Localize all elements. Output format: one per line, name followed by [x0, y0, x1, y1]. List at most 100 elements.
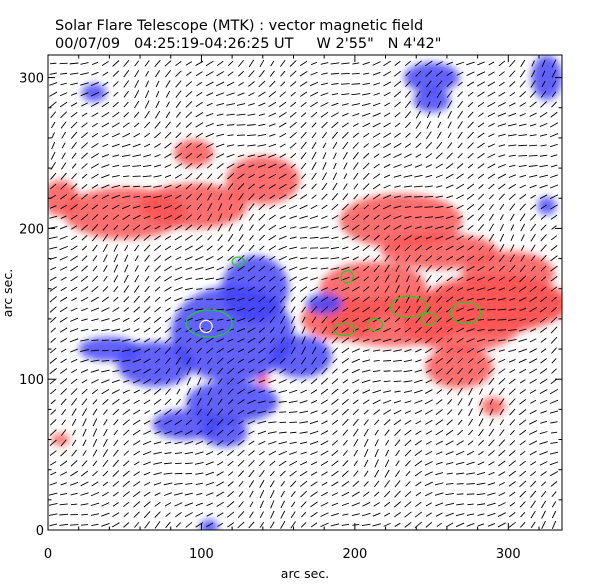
- field-vector: [184, 234, 193, 241]
- field-vector: [549, 399, 559, 404]
- field-vector: [164, 153, 172, 159]
- field-vector: [466, 328, 475, 332]
- field-vector: [414, 470, 422, 477]
- field-vector: [216, 357, 224, 365]
- field-vector: [312, 327, 316, 334]
- field-vector: [164, 131, 172, 139]
- field-vector: [405, 470, 411, 477]
- field-vector: [300, 389, 308, 394]
- field-vector: [507, 328, 517, 332]
- field-vector: [519, 429, 527, 436]
- field-vector: [383, 81, 391, 87]
- field-vector: [143, 368, 152, 374]
- field-vector: [466, 450, 475, 456]
- field-vector: [279, 91, 286, 98]
- field-vector: [467, 173, 474, 179]
- field-vector: [164, 265, 172, 272]
- field-vector: [330, 523, 340, 527]
- field-vector: [332, 141, 338, 150]
- field-vector: [519, 470, 527, 477]
- field-vector: [300, 441, 308, 445]
- field-vector: [330, 257, 340, 260]
- field-vector: [436, 141, 443, 150]
- field-vector: [393, 205, 402, 209]
- field-vector: [383, 184, 391, 189]
- field-vector: [258, 347, 266, 354]
- field-vector: [384, 307, 390, 313]
- field-vector: [268, 285, 276, 293]
- field-vector: [530, 204, 537, 210]
- field-vector: [435, 472, 444, 476]
- field-vector: [289, 431, 297, 434]
- field-vector: [164, 225, 172, 230]
- field-vector: [341, 266, 350, 271]
- field-vector: [383, 92, 391, 97]
- field-vector: [237, 439, 245, 446]
- field-vector: [175, 512, 182, 518]
- field-vector: [363, 409, 369, 415]
- field-vector: [195, 327, 204, 333]
- field-vector: [519, 318, 527, 322]
- field-vector: [363, 265, 370, 272]
- field-vector: [331, 388, 339, 395]
- field-vector: [384, 285, 390, 293]
- field-vector: [258, 285, 266, 293]
- field-vector: [414, 245, 423, 252]
- field-vector: [362, 399, 370, 405]
- field-vector: [529, 389, 537, 394]
- field-vector: [424, 60, 433, 67]
- field-vector: [436, 327, 443, 333]
- field-vector: [446, 286, 454, 292]
- field-vector: [49, 82, 58, 86]
- field-vector: [477, 122, 485, 128]
- field-vector: [373, 163, 380, 169]
- field-vector: [217, 256, 224, 261]
- positive-polarity-region: [51, 433, 70, 446]
- field-vector: [92, 244, 98, 252]
- field-vector: [49, 101, 57, 108]
- field-vector: [467, 183, 475, 190]
- field-vector: [550, 204, 558, 210]
- field-vector: [278, 111, 287, 118]
- field-vector: [456, 337, 464, 343]
- field-vector: [321, 481, 328, 486]
- field-vector: [487, 308, 496, 311]
- field-vector: [509, 297, 516, 301]
- field-vector: [206, 102, 213, 107]
- field-vector: [122, 480, 130, 487]
- field-vector: [518, 286, 527, 292]
- field-vector: [384, 296, 390, 303]
- field-vector: [247, 134, 256, 137]
- field-vector: [50, 162, 56, 170]
- field-vector: [70, 317, 79, 322]
- field-vector: [383, 132, 392, 138]
- field-vector: [257, 400, 266, 404]
- field-vector: [384, 254, 390, 262]
- field-vector: [519, 399, 527, 405]
- field-vector: [289, 194, 298, 200]
- field-vector: [196, 234, 203, 241]
- field-vector: [247, 410, 256, 415]
- field-vector: [551, 347, 557, 354]
- field-vector: [268, 112, 277, 117]
- field-vector: [50, 327, 56, 333]
- field-vector: [143, 234, 151, 241]
- field-vector: [195, 337, 203, 344]
- field-vector: [531, 70, 536, 78]
- field-vector: [80, 142, 89, 149]
- field-vector: [476, 503, 486, 506]
- field-vector: [175, 367, 181, 375]
- field-vector: [237, 348, 245, 353]
- field-vector: [300, 112, 307, 118]
- field-vector: [196, 163, 203, 169]
- field-vector: [216, 501, 224, 507]
- field-vector: [362, 349, 370, 352]
- field-vector: [289, 121, 297, 129]
- field-vector: [310, 204, 318, 210]
- field-vector: [268, 390, 277, 393]
- field-vector: [331, 378, 339, 385]
- field-vector: [184, 462, 193, 465]
- field-vector: [113, 264, 119, 273]
- field-vector: [91, 318, 99, 322]
- field-vector: [455, 522, 465, 528]
